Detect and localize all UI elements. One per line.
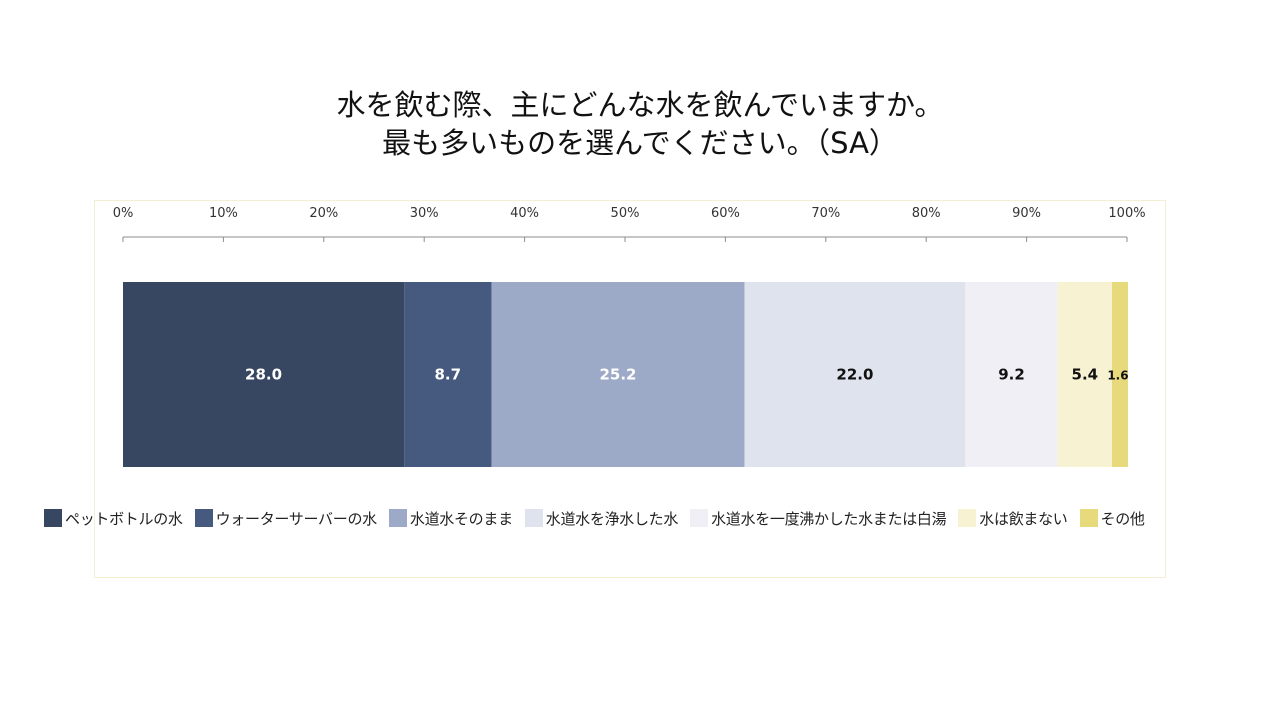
x-tick-label: 60% <box>711 206 740 221</box>
x-tick-label: 0% <box>113 206 134 221</box>
legend-label: ペットボトルの水 <box>65 509 183 528</box>
legend-item: ペットボトルの水 <box>44 508 183 529</box>
bar-segment <box>965 282 1058 467</box>
x-tick-label: 100% <box>1108 206 1145 221</box>
data-label: 8.7 <box>435 366 462 384</box>
x-tick-label: 30% <box>410 206 439 221</box>
bar-segment <box>744 282 966 467</box>
x-tick-label: 70% <box>811 206 840 221</box>
data-label: 1.6 <box>1107 369 1128 383</box>
legend-label: 水道水を一度沸かした水または白湯 <box>711 509 947 528</box>
chart-title: 水を飲む際、主にどんな水を飲んでいますか。 最も多いものを選んでください。（SA… <box>0 86 1280 162</box>
legend-swatch <box>388 509 407 527</box>
chart-title-line-1: 水を飲む際、主にどんな水を飲んでいますか。 <box>336 88 944 122</box>
legend-label: 水道水を浄水した水 <box>545 509 679 528</box>
legend-label: ウォーターサーバーの水 <box>215 509 378 528</box>
x-tick-label: 40% <box>510 206 539 221</box>
legend-item: 水道水を一度沸かした水または白湯 <box>690 508 947 529</box>
bar-segment <box>404 282 492 467</box>
data-label: 22.0 <box>836 366 873 384</box>
legend-label: その他 <box>1100 509 1145 528</box>
data-label: 5.4 <box>1072 366 1099 384</box>
x-tick-label: 90% <box>1012 206 1041 221</box>
data-label: 9.2 <box>998 366 1025 384</box>
x-tick-label: 80% <box>912 206 941 221</box>
bar-segment <box>1111 282 1129 467</box>
legend-label: 水は飲まない <box>979 509 1068 528</box>
x-tick-label: 50% <box>611 206 640 221</box>
bar-segment <box>123 282 405 467</box>
legend-swatch <box>194 509 213 527</box>
legend-swatch <box>690 509 709 527</box>
legend-item: その他 <box>1079 508 1145 529</box>
data-label: 28.0 <box>245 366 282 384</box>
bar-segment <box>491 282 745 467</box>
legend-swatch <box>1079 509 1098 527</box>
data-label: 25.2 <box>599 366 636 384</box>
legend-item: 水道水を浄水した水 <box>524 508 679 529</box>
bar-segment <box>1057 282 1112 467</box>
x-tick-label: 20% <box>309 206 338 221</box>
plot-area-frame <box>94 200 1166 578</box>
legend-item: 水は飲まない <box>958 508 1068 529</box>
chart-legend: ペットボトルの水 ウォーターサーバーの水 水道水そのまま 水道水を浄水した水 水道水を一… <box>44 508 1157 528</box>
legend-item: 水道水そのまま <box>388 508 513 529</box>
chart-title-line-2: 最も多いものを選んでください。（SA） <box>382 126 898 160</box>
legend-swatch <box>44 509 62 527</box>
x-tick-label: 10% <box>209 206 238 221</box>
legend-swatch <box>958 509 977 527</box>
legend-item: ウォーターサーバーの水 <box>194 508 378 529</box>
legend-swatch <box>524 509 543 527</box>
legend-label: 水道水そのまま <box>409 509 513 528</box>
